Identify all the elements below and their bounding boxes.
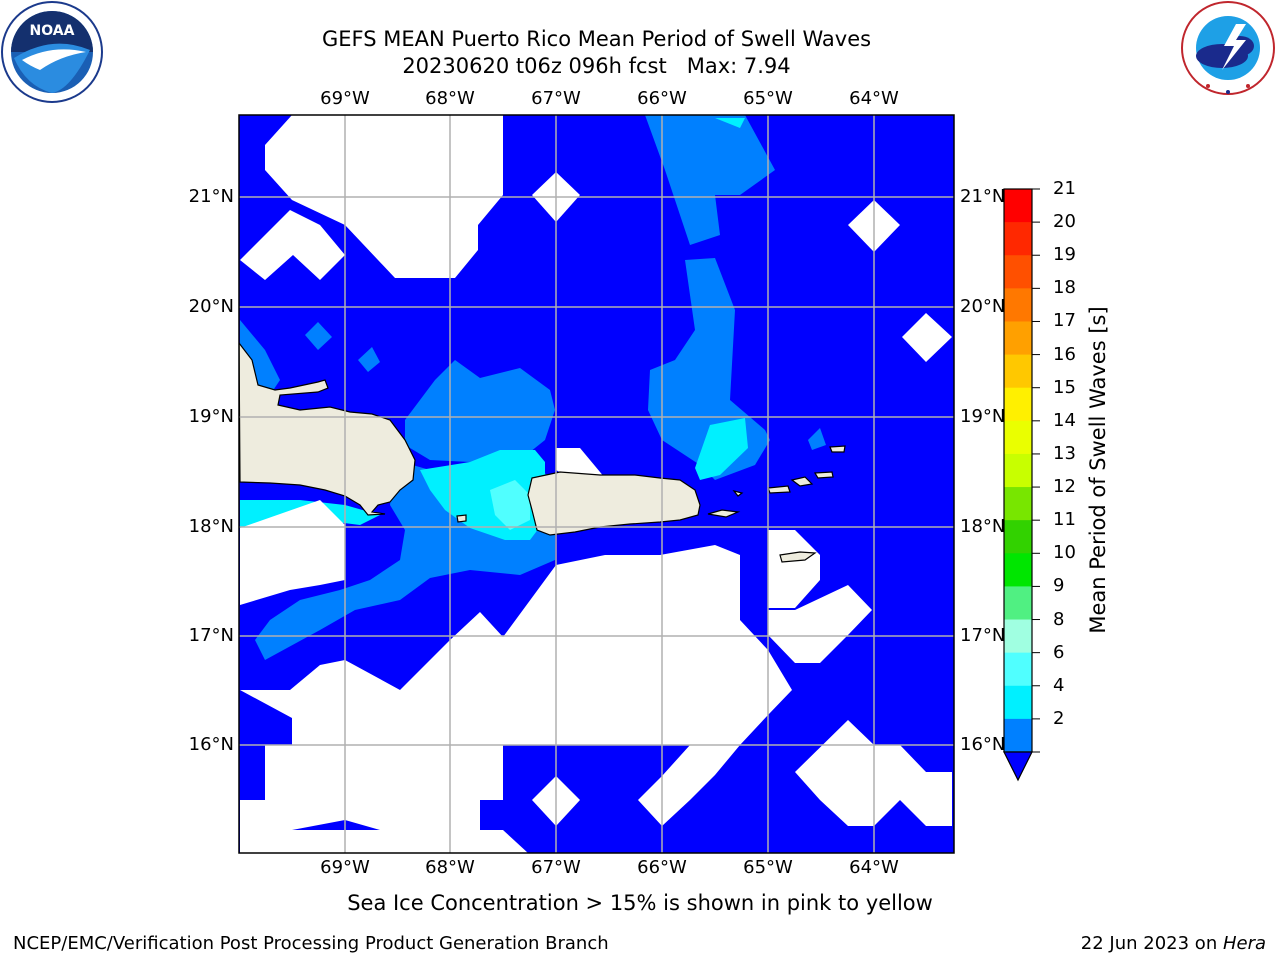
colorbar-label: 11 (1053, 509, 1076, 531)
colorbar-label: 8 (1053, 608, 1065, 630)
nws-logo-icon (1181, 1, 1275, 95)
colorbar-extend-arrow (1003, 751, 1033, 782)
colorbar-segment (1004, 288, 1032, 322)
colorbar-label: 2 (1053, 707, 1065, 729)
colorbar-label: 10 (1053, 542, 1076, 564)
lat-tick-left: 21°N (188, 186, 234, 207)
colorbar-segment (1004, 354, 1032, 389)
colorbar-label: 20 (1053, 211, 1076, 233)
colorbar-segment (1004, 222, 1032, 256)
colorbar-segment (1004, 189, 1032, 223)
lat-tick-left: 17°N (188, 625, 234, 646)
colorbar-label: 4 (1053, 674, 1065, 696)
lat-tick-left: 19°N (188, 406, 234, 427)
colorbar-label: 21 (1053, 178, 1076, 199)
lon-tick-top: 69°W (320, 88, 370, 109)
colorbar-segment (1004, 487, 1032, 521)
chart-title: GEFS MEAN Puerto Rico Mean Period of Swe… (321, 27, 872, 51)
lat-tick-left: 18°N (188, 516, 234, 537)
colorbar-segment (1004, 321, 1032, 356)
colorbar-label: 17 (1053, 310, 1076, 332)
lon-tick-top: 65°W (743, 88, 793, 109)
swell-6-8s-region (490, 480, 530, 530)
colorbar-segment (1004, 420, 1032, 455)
lon-tick-bottom: 64°W (849, 857, 899, 878)
footer-date-text: 22 Jun 2023 on (1080, 933, 1223, 954)
colorbar (1004, 188, 1040, 753)
colorbar-label: 13 (1053, 442, 1076, 464)
colorbar-segment (1004, 586, 1032, 621)
lon-tick-bottom: 69°W (320, 857, 370, 878)
lat-tick-right: 17°N (960, 625, 1006, 646)
colorbar-segment (1004, 255, 1032, 289)
lat-tick-right: 16°N (960, 734, 1006, 755)
colorbar-label: 6 (1053, 641, 1065, 663)
lon-tick-top: 64°W (849, 88, 899, 109)
land-areas (239, 342, 846, 563)
colorbar-segment (1004, 652, 1032, 687)
colorbar-segment (1004, 553, 1032, 587)
colorbar-segment (1004, 387, 1032, 422)
colorbar-segment (1004, 718, 1032, 753)
lon-tick-top: 66°W (637, 88, 687, 109)
noaa-logo-icon: NOAA (1, 1, 103, 103)
colorbar-label: 9 (1053, 575, 1065, 597)
lon-tick-bottom: 65°W (743, 857, 793, 878)
map-panel (239, 115, 954, 853)
noaa-logo-text: NOAA (30, 23, 75, 39)
map-caption: Sea Ice Concentration > 15% is shown in … (347, 891, 933, 915)
lon-tick-top: 68°W (425, 88, 475, 109)
lat-tick-right: 20°N (960, 296, 1006, 317)
colorbar-label: 12 (1053, 476, 1076, 498)
virgin-islands (732, 445, 846, 497)
gridlines (239, 115, 954, 853)
colorbar-label: 14 (1053, 409, 1076, 431)
chart-subtitle: 20230620 t06z 096h fcst Max: 7.94 (402, 54, 791, 78)
lat-tick-left: 20°N (188, 296, 234, 317)
hispaniola-island (239, 342, 416, 516)
vieques-island (707, 509, 741, 518)
colorbar-segment (1004, 520, 1032, 554)
puerto-rico-island (527, 471, 701, 536)
lon-tick-bottom: 66°W (637, 857, 687, 878)
colorbar-segment (1004, 619, 1032, 654)
st-croix-island (779, 551, 817, 563)
lat-tick-left: 16°N (188, 734, 234, 755)
colorbar-segment (1004, 685, 1032, 720)
lon-tick-bottom: 68°W (425, 857, 475, 878)
lat-tick-right: 18°N (960, 516, 1006, 537)
footer-credit: NCEP/EMC/Verification Post Processing Pr… (13, 933, 609, 954)
mona-island (456, 514, 467, 523)
footer-date: 22 Jun 2023 on Hera (1081, 933, 1266, 954)
colorbar-label: 16 (1053, 343, 1076, 365)
lat-tick-right: 21°N (960, 186, 1006, 207)
lat-tick-right: 19°N (960, 406, 1006, 427)
colorbar-label: 18 (1053, 277, 1076, 299)
colorbar-segment (1004, 453, 1032, 488)
footer-host: Hera (1222, 933, 1266, 954)
lon-tick-top: 67°W (531, 88, 581, 109)
colorbar-label: 19 (1053, 244, 1076, 266)
colorbar-label: 15 (1053, 376, 1076, 398)
map-frame (238, 114, 955, 854)
lon-tick-bottom: 67°W (531, 857, 581, 878)
